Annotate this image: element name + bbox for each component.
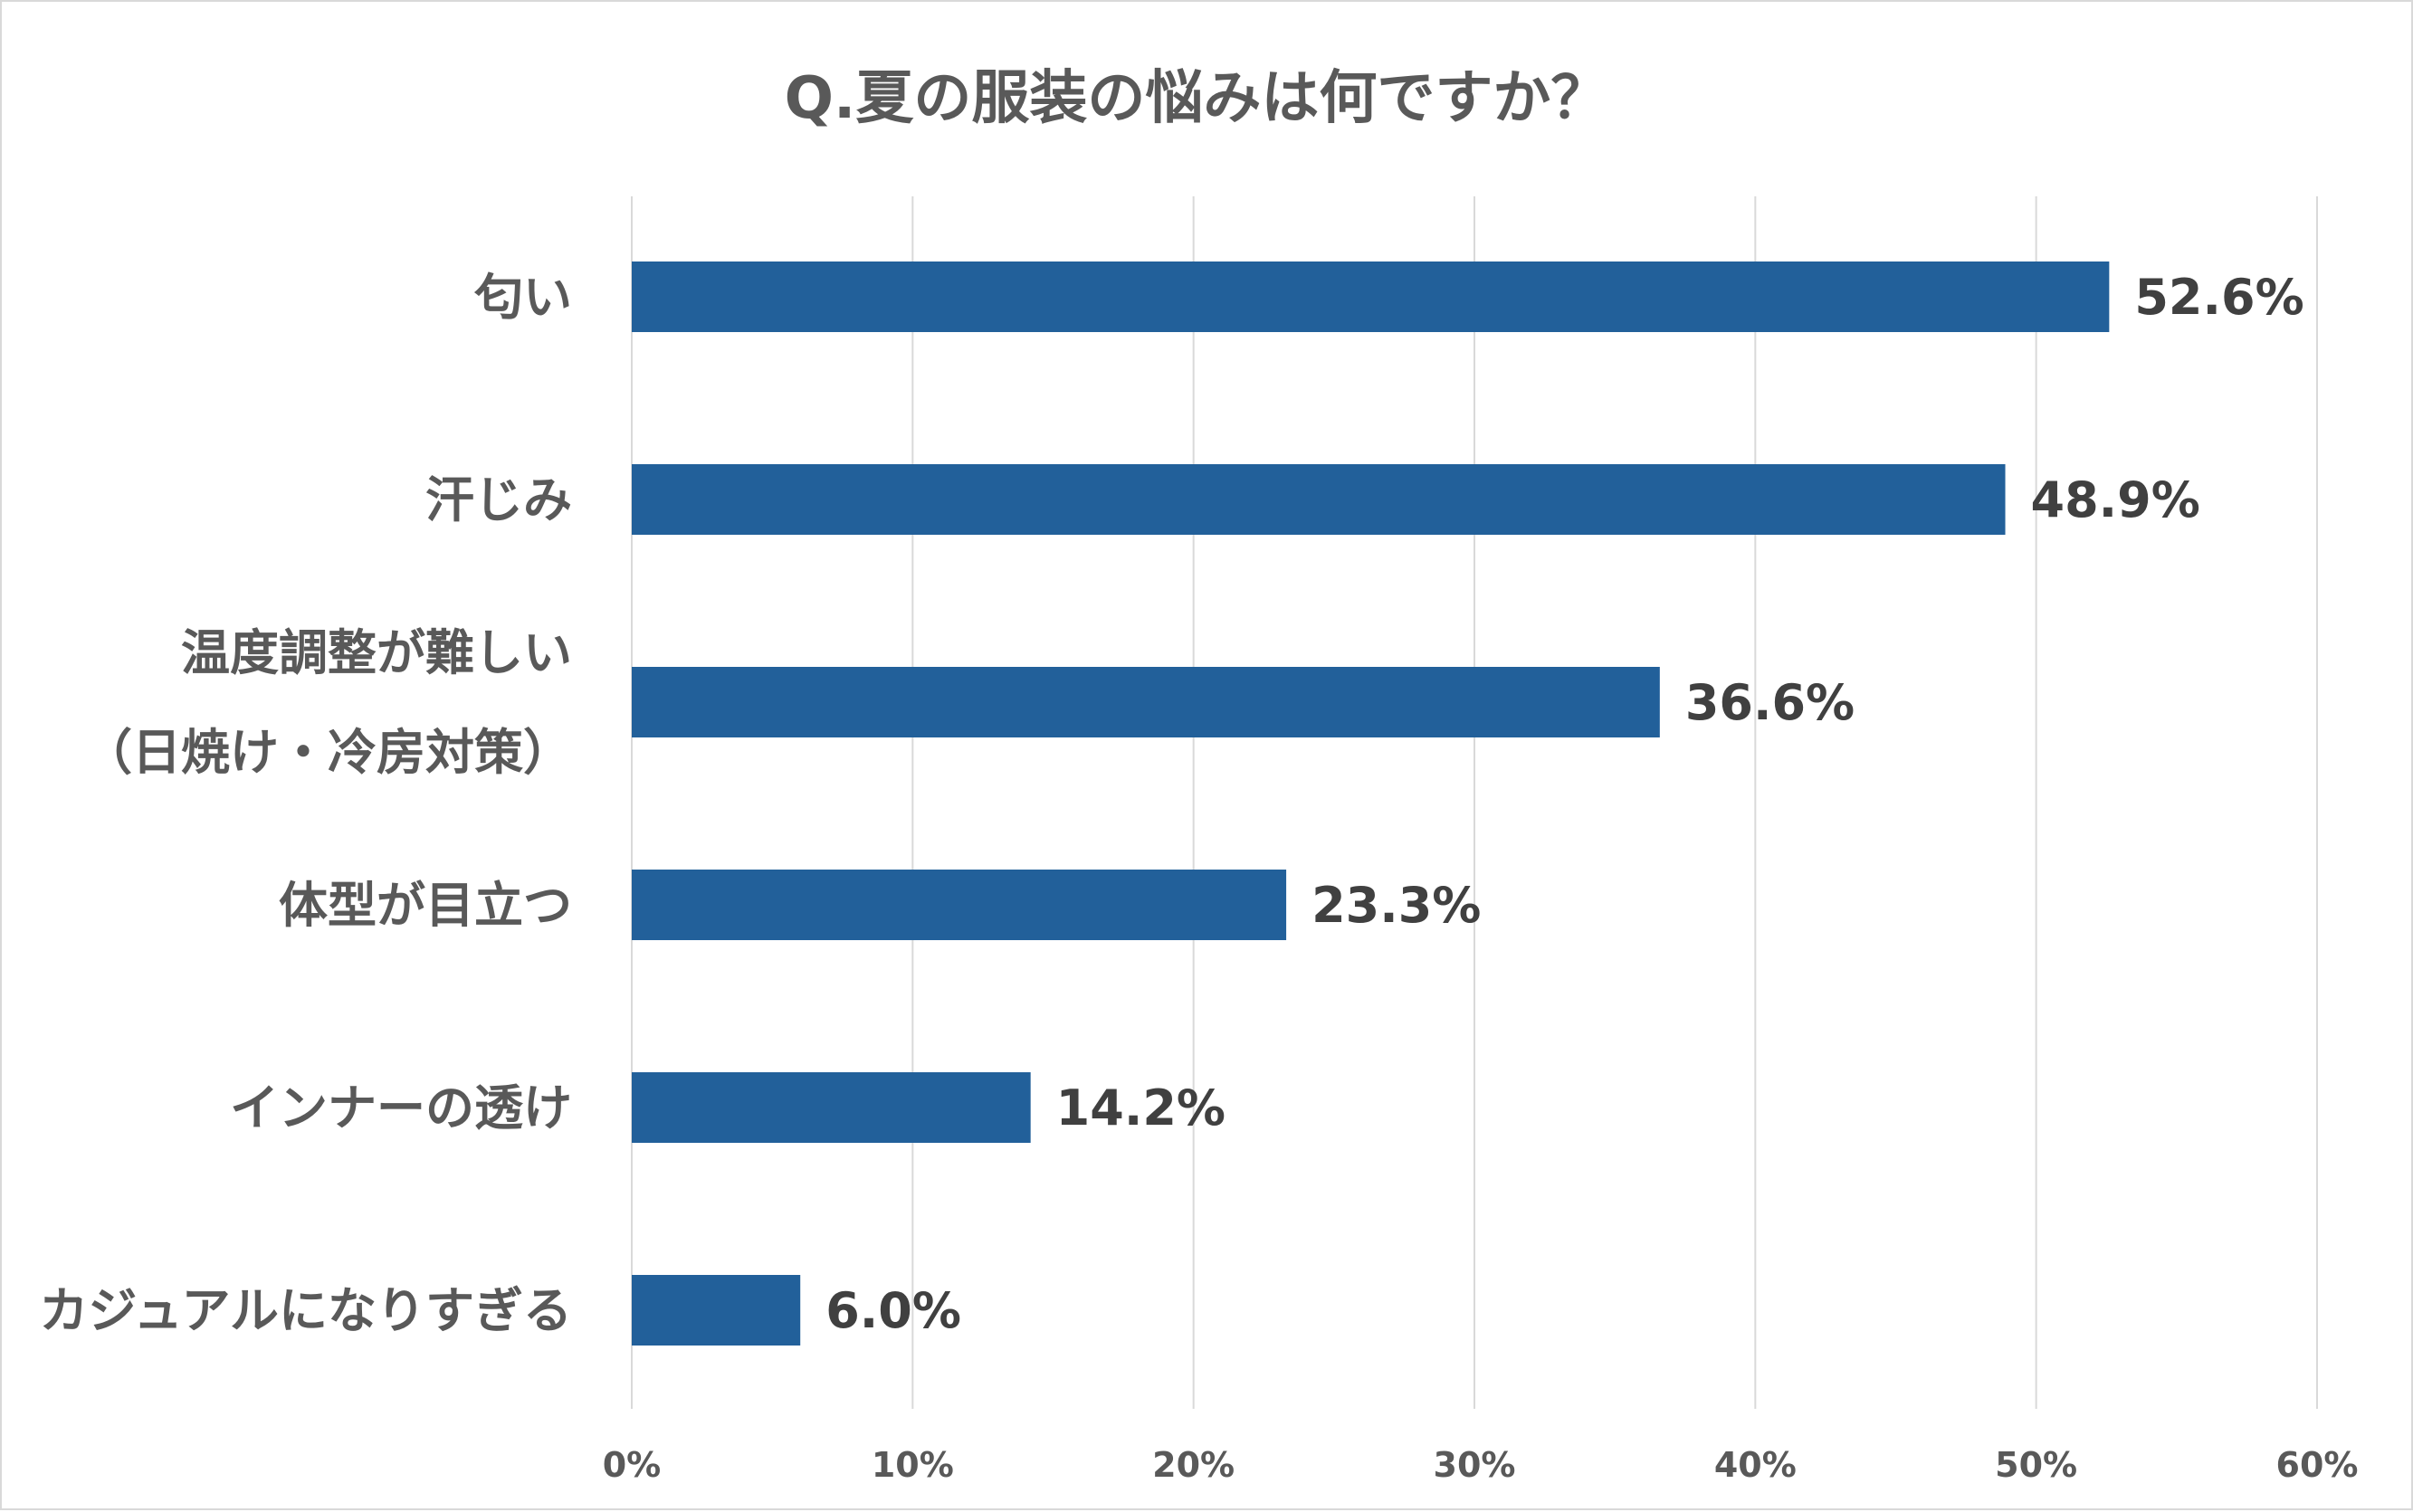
x-tick-label: 30%: [1434, 1445, 1516, 1485]
x-tick-label: 10%: [872, 1445, 954, 1485]
x-tick-label: 0%: [603, 1445, 662, 1485]
gridlines: [631, 196, 2318, 1409]
category-label: （日焼け・冷房対策）: [83, 724, 572, 781]
bar: [632, 667, 1660, 737]
bar: [632, 262, 2110, 332]
data-label: 14.2%: [1056, 1079, 1226, 1136]
bar: [632, 1275, 801, 1346]
category-label: 温度調整が難しい: [181, 624, 572, 681]
x-tick-label: 40%: [1714, 1445, 1797, 1485]
chart-title: Q.夏の服装の悩みは何ですか？: [785, 65, 1609, 132]
category-label: 汗じみ: [425, 471, 572, 528]
x-tick-label: 20%: [1152, 1445, 1235, 1485]
data-labels: 52.6% 48.9% 36.6% 23.3% 14.2% 6.0%: [825, 269, 2303, 1339]
data-label: 36.6%: [1685, 674, 1855, 731]
category-label: インナーの透け: [230, 1079, 572, 1136]
data-label: 52.6%: [2134, 269, 2303, 326]
data-label: 48.9%: [2031, 471, 2200, 528]
x-axis-ticks: 0% 10% 20% 30% 40% 50% 60%: [603, 1445, 2359, 1485]
data-label: 6.0%: [825, 1282, 961, 1339]
bar: [632, 464, 2006, 535]
bar: [632, 1072, 1031, 1143]
bar: [632, 870, 1287, 940]
category-label: カジュアルになりすぎる: [39, 1282, 572, 1339]
x-tick-label: 50%: [1995, 1445, 2077, 1485]
category-label: 体型が目立つ: [279, 877, 572, 934]
data-label: 23.3%: [1311, 877, 1481, 934]
category-label: 匂い: [473, 269, 572, 326]
bars: [632, 262, 2110, 1346]
x-tick-label: 60%: [2276, 1445, 2359, 1485]
